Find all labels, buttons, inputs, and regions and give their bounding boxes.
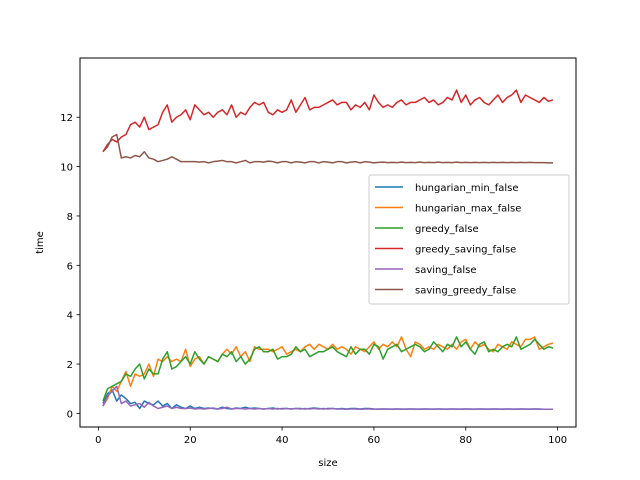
- y-tick-label: 0: [67, 409, 73, 420]
- x-tick-label: 0: [95, 435, 101, 446]
- legend-label: hungarian_min_false: [415, 183, 519, 194]
- legend-label: hungarian_max_false: [415, 204, 521, 215]
- y-axis: 0 2 4 6 8 10 12: [60, 113, 80, 420]
- legend-label: greedy_false: [415, 224, 479, 235]
- x-tick-label: 20: [184, 435, 197, 446]
- y-axis-label: time: [35, 231, 46, 254]
- x-tick-label: 40: [276, 435, 289, 446]
- series-line-saving_false: [102, 385, 554, 410]
- legend-label: saving_greedy_false: [415, 286, 516, 297]
- x-tick-label: 100: [548, 435, 567, 446]
- legend-label: saving_false: [415, 265, 477, 276]
- series-line-saving_greedy_false: [102, 133, 554, 164]
- x-tick-label: 60: [368, 435, 381, 446]
- y-tick-label: 2: [67, 360, 73, 371]
- y-tick-label: 12: [60, 113, 73, 124]
- plot-area-frame: [79, 57, 577, 428]
- x-tick-label: 80: [459, 435, 472, 446]
- y-tick-label: 8: [67, 212, 73, 223]
- series-layer: [102, 89, 554, 410]
- y-tick-label: 4: [67, 311, 73, 322]
- y-tick-label: 6: [67, 261, 73, 272]
- x-axis: 0 20 40 60 80 100: [95, 427, 567, 446]
- series-line-greedy_false: [102, 336, 554, 402]
- x-axis-label: size: [318, 458, 337, 469]
- y-tick-label: 10: [60, 163, 73, 174]
- legend: hungarian_min_false hungarian_max_falsegr…: [368, 174, 570, 305]
- legend-box: [368, 174, 570, 305]
- series-line-greedy_saving_false: [102, 89, 554, 153]
- legend-label: greedy_saving_false: [415, 245, 516, 256]
